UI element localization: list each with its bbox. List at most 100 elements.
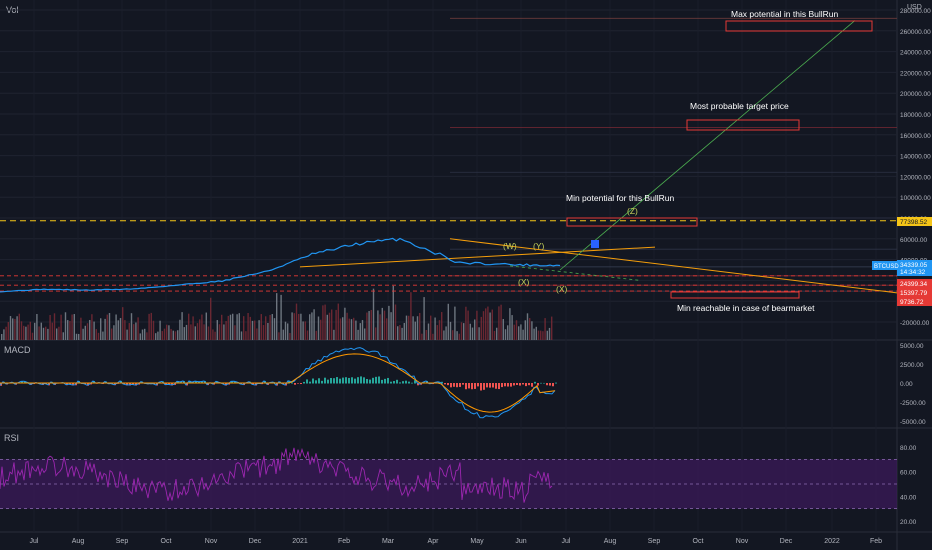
volume-bar	[339, 318, 342, 340]
macd-histogram-bar	[546, 383, 548, 386]
volume-bar	[511, 315, 513, 340]
volume-bar	[23, 325, 25, 340]
volume-bar	[328, 312, 331, 340]
volume-bar	[229, 314, 232, 340]
price-tick-label: 140000.00	[900, 154, 931, 161]
volume-bar	[326, 314, 328, 340]
volume-bar	[135, 322, 137, 340]
macd-histogram-bar	[495, 383, 497, 389]
macd-pane-label: MACD	[4, 345, 31, 355]
macd-tick-label: -2500.00	[900, 400, 926, 407]
volume-bar	[146, 332, 148, 340]
macd-histogram-bar	[300, 383, 302, 385]
volume-bar	[295, 303, 298, 340]
volume-bar	[157, 331, 159, 340]
volume-bar	[443, 330, 445, 340]
volume-bar	[522, 329, 524, 340]
price-tick-label: 120000.00	[900, 174, 931, 181]
volume-bar	[311, 312, 313, 340]
macd-histogram-bar	[378, 376, 380, 384]
volume-bar	[56, 328, 58, 340]
volume-bar	[401, 327, 403, 340]
volume-bar	[324, 304, 326, 340]
flag-marker[interactable]	[591, 240, 599, 248]
volume-bar	[361, 320, 364, 340]
annotations: Max potential in this BullRun Most proba…	[503, 9, 873, 313]
trendline-resistance	[449, 238, 898, 294]
fib-levels	[450, 17, 897, 292]
macd-histogram-bar	[234, 381, 236, 384]
macd-histogram-bar	[360, 376, 362, 384]
macd-histogram-bar	[90, 383, 92, 385]
volume-bar	[203, 324, 205, 340]
volume-bar	[405, 315, 408, 340]
macd-histogram-bar	[195, 381, 197, 384]
volume-bar	[86, 323, 89, 340]
macd-histogram-bar	[372, 377, 374, 384]
volume-bar	[551, 316, 553, 340]
time-tick-label: Jul	[30, 538, 39, 545]
volume-bar	[31, 332, 34, 340]
rsi-tick-label: 20.00	[900, 519, 917, 526]
volume-bar	[408, 315, 410, 340]
volume-bar	[502, 319, 504, 340]
volume-bar	[342, 317, 344, 340]
time-tick-label: 2022	[824, 538, 840, 545]
max-potential-box[interactable]	[725, 20, 873, 32]
macd-histogram-bar	[288, 380, 290, 384]
macd-histogram-bar	[450, 383, 452, 388]
volume-bar	[441, 312, 443, 340]
macd-histogram-bar	[69, 383, 71, 385]
volume-bar	[95, 329, 97, 340]
macd-histogram-bar	[492, 383, 494, 388]
macd-histogram-bar	[510, 383, 512, 387]
volume-bar	[542, 331, 544, 340]
macd-histogram-bar	[216, 381, 218, 384]
price-tag-label: 77398.52	[900, 219, 927, 226]
volume-bar	[201, 314, 203, 340]
volume-bar	[216, 320, 218, 340]
wave-w-label: (W)	[503, 241, 517, 251]
volume-bar	[7, 322, 9, 340]
volume-bar	[69, 320, 71, 340]
volume-bar	[168, 325, 170, 340]
macd-histogram-bar	[444, 383, 446, 385]
volume-bar	[537, 330, 540, 340]
volume-bar	[161, 331, 163, 340]
volume-bar	[45, 326, 47, 340]
macd-histogram-bar	[384, 378, 386, 384]
macd-histogram-bar	[525, 383, 527, 387]
macd-tick-label: 2500.00	[900, 362, 924, 369]
macd-histogram-bar	[504, 383, 506, 387]
macd-histogram-bar	[72, 383, 74, 386]
volume-bar	[111, 328, 113, 340]
macd-histogram-bar	[531, 383, 533, 387]
time-axis: Jul Aug Sep Oct Nov Dec 2021 Feb Mar Apr May Jun Jul…	[30, 538, 883, 545]
volume-bar	[379, 314, 381, 340]
min-potential-box[interactable]	[566, 217, 698, 227]
macd-histogram-bar	[549, 383, 551, 386]
projection-up	[559, 20, 856, 271]
volume-bar	[302, 321, 304, 340]
min-bear-box[interactable]	[670, 291, 800, 299]
symbol-tag-label: BTCUSD	[874, 264, 899, 270]
most-probable-box[interactable]	[686, 119, 800, 131]
volume-bar	[172, 330, 174, 340]
macd-histogram-bar	[333, 378, 335, 384]
macd-histogram-bar	[459, 383, 461, 387]
volume-bar	[518, 326, 520, 340]
macd-histogram-bar	[393, 381, 395, 384]
macd-histogram-bar	[447, 383, 449, 386]
volume-bar	[306, 330, 309, 340]
volume-bar	[432, 333, 434, 340]
volume-bars	[1, 285, 553, 340]
volume-bar	[315, 330, 317, 340]
volume-bar	[179, 319, 181, 340]
price-tick-label: 260000.00	[900, 29, 931, 36]
volume-bar	[36, 314, 38, 340]
volume-bar	[80, 317, 82, 340]
wave-x1-label: (X)	[518, 277, 530, 287]
macd-histogram-bar	[540, 382, 542, 384]
volume-bar	[386, 318, 388, 340]
